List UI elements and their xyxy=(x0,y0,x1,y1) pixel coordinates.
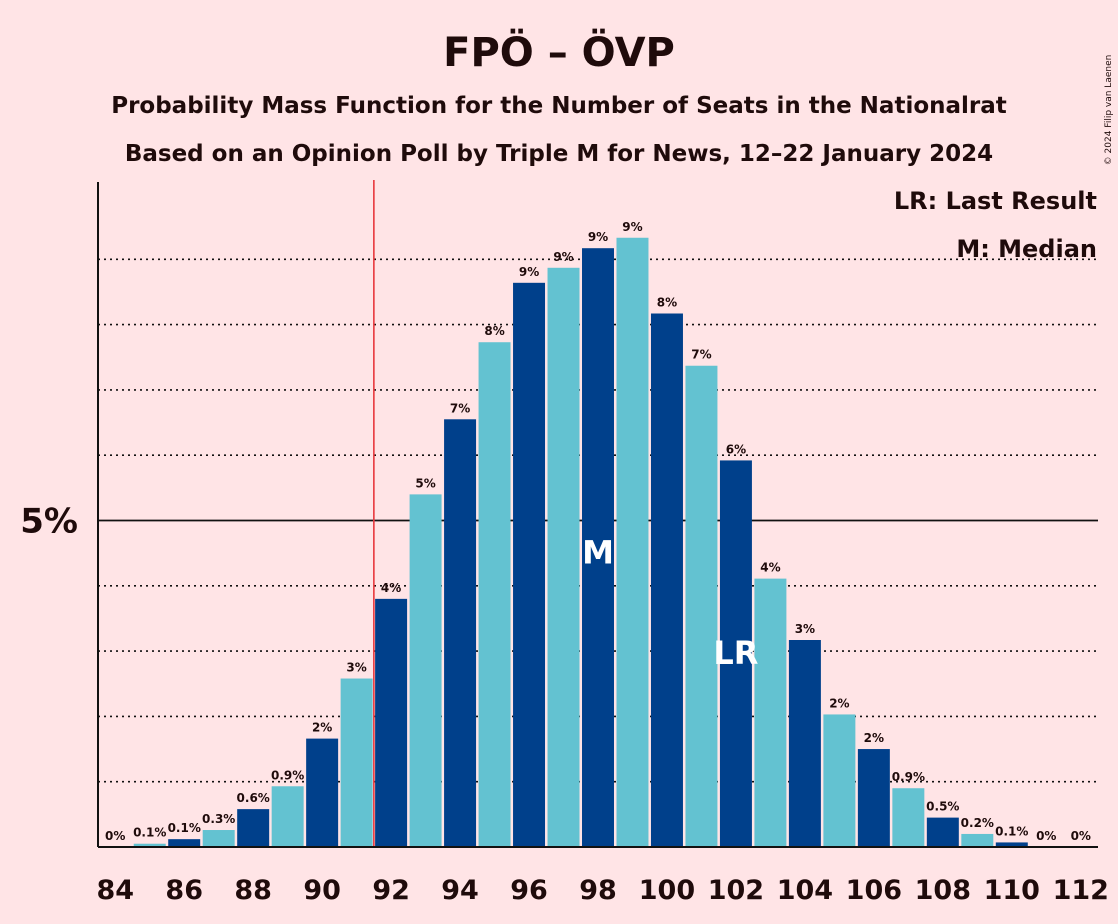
data-label-99: 9% xyxy=(622,220,642,234)
data-label-90: 2% xyxy=(312,721,332,735)
data-label-88: 0.6% xyxy=(237,791,270,805)
copyright-note: © 2024 Filip van Laenen xyxy=(1104,55,1114,166)
bar-95 xyxy=(478,342,511,847)
data-labels: 0% 0.1% 0.1%0.3%0.6%0.9%2%3%4%5%7%8%9%9%9%… xyxy=(105,220,1091,843)
data-label-103: 4% xyxy=(760,561,780,575)
x-tick-label-98: 98 xyxy=(579,875,617,906)
x-tick-label-90: 90 xyxy=(303,875,341,906)
bar-105 xyxy=(823,714,856,847)
x-tick-label-106: 106 xyxy=(846,875,902,906)
last-result-marker: LR xyxy=(713,634,758,672)
data-label-92: 4% xyxy=(381,581,401,595)
x-tick-label-110: 110 xyxy=(984,875,1040,906)
legend-median: M: Median xyxy=(956,235,1097,263)
x-tick-label-88: 88 xyxy=(234,875,272,906)
axes: 5% 84 86 88 90 92 94 96 98 100 102 104 106 108 110 112 xyxy=(20,180,1109,906)
bar-89 xyxy=(271,786,304,847)
y-tick-label: 5% xyxy=(20,502,78,542)
bar-110 xyxy=(995,842,1028,847)
bar-100 xyxy=(650,313,683,847)
bar-91 xyxy=(340,678,373,847)
x-tick-label-94: 94 xyxy=(441,875,479,906)
bar-92 xyxy=(375,598,408,847)
x-tick-label-84: 84 xyxy=(96,875,134,906)
data-label-85: 0.1% xyxy=(133,826,166,840)
bar-94 xyxy=(444,419,477,847)
bar-106 xyxy=(857,749,890,847)
x-tick-label-108: 108 xyxy=(915,875,971,906)
bar-102 xyxy=(719,460,752,847)
data-label-106: 2% xyxy=(864,731,884,745)
data-label-105: 2% xyxy=(829,696,849,710)
x-tick-label-86: 86 xyxy=(165,875,203,906)
x-tick-label-102: 102 xyxy=(708,875,764,906)
x-tick-label-100: 100 xyxy=(639,875,695,906)
bars xyxy=(133,237,1028,848)
data-label-109: 0.2% xyxy=(961,816,994,830)
bar-107 xyxy=(892,788,925,847)
data-label-101: 7% xyxy=(691,348,711,362)
data-label-107: 0.9% xyxy=(892,770,925,784)
bar-109 xyxy=(961,833,994,847)
bar-85 xyxy=(133,843,166,847)
data-label-91: 3% xyxy=(346,661,366,675)
x-tick-label-104: 104 xyxy=(777,875,833,906)
bar-101 xyxy=(685,365,718,847)
data-label-95: 8% xyxy=(484,324,504,338)
bar-98 xyxy=(582,248,614,848)
bar-90 xyxy=(306,738,339,847)
bar-103 xyxy=(754,578,787,847)
bar-96 xyxy=(513,282,546,848)
data-label-110: 0.1% xyxy=(995,824,1028,838)
data-label-102: 6% xyxy=(726,442,746,456)
bar-97 xyxy=(547,267,580,847)
x-tick-label-96: 96 xyxy=(510,875,548,906)
chart-title: FPÖ – ÖVP xyxy=(443,28,675,76)
bar-108 xyxy=(926,817,959,847)
bar-93 xyxy=(409,494,442,847)
data-label-86: 0.1% xyxy=(168,821,201,835)
data-label-93: 5% xyxy=(415,476,435,490)
x-tick-label-112: 112 xyxy=(1053,875,1109,906)
data-label-108: 0.5% xyxy=(926,800,959,814)
median-marker: M xyxy=(582,534,614,572)
bar-86 xyxy=(168,839,201,847)
x-tick-label-92: 92 xyxy=(372,875,410,906)
data-label-98: 9% xyxy=(588,230,608,244)
legend-last-result: LR: Last Result xyxy=(894,187,1097,215)
data-label-100: 8% xyxy=(657,295,677,309)
bar-87 xyxy=(202,830,235,847)
data-label-97: 9% xyxy=(553,250,573,264)
chart-subtitle-1: Probability Mass Function for the Number… xyxy=(111,93,1007,119)
data-label-112: 0% xyxy=(1071,829,1091,843)
bar-88 xyxy=(237,809,270,847)
data-label-87: 0.3% xyxy=(202,812,235,826)
bar-99 xyxy=(616,237,649,848)
data-label-89: 0.9% xyxy=(271,768,304,782)
data-label-94: 7% xyxy=(450,401,470,415)
data-label-111: 0% xyxy=(1036,829,1056,843)
data-label-84: 0% xyxy=(105,829,125,843)
chart-subtitle-2: Based on an Opinion Poll by Triple M for… xyxy=(125,141,993,167)
bar-104 xyxy=(788,639,821,847)
data-label-96: 9% xyxy=(519,265,539,279)
data-label-104: 3% xyxy=(795,622,815,636)
